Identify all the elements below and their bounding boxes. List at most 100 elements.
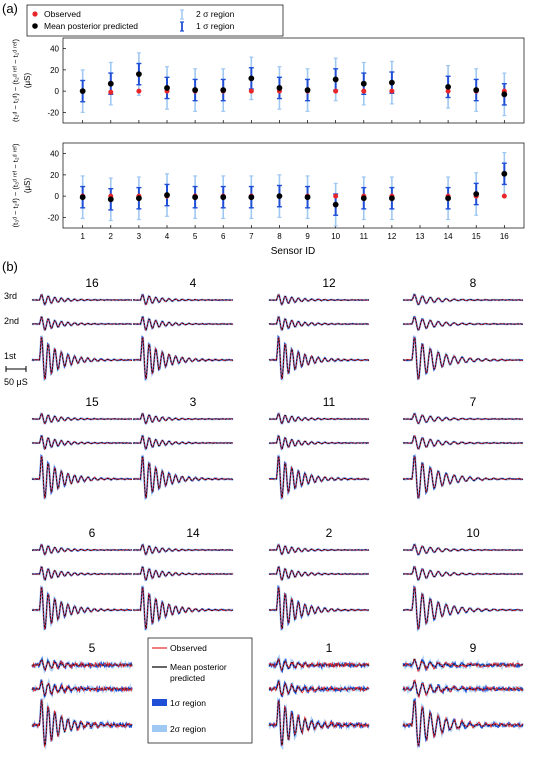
x-tick-label: 12	[387, 232, 396, 241]
mean-predicted-trace	[269, 436, 370, 450]
trace-label-1st: 1st	[4, 351, 17, 361]
x-tick-label: 5	[193, 232, 198, 241]
sensor-tile-label: 12	[322, 276, 336, 290]
x-tick-label: 13	[416, 232, 425, 241]
mean-predicted-trace	[403, 337, 524, 379]
sensor-tile-label: 4	[190, 276, 197, 290]
mean-point	[473, 191, 480, 197]
sensor-tile-label: 14	[186, 526, 200, 540]
sensor-tile-label: 2	[326, 526, 333, 540]
y-tick-label: 0	[55, 192, 60, 201]
plot-bottom-marks	[79, 151, 508, 227]
waveform-tile: 16	[31, 276, 133, 382]
mean-point	[332, 76, 339, 83]
sensor-tile-label: 11	[323, 395, 336, 409]
mean-point	[304, 87, 311, 93]
mean-predicted-trace	[269, 413, 369, 424]
mean-predicted-trace	[269, 456, 370, 498]
sensor-tile-label: 9	[470, 641, 477, 655]
legend-observed-marker	[32, 11, 38, 17]
mean-predicted-trace	[269, 337, 370, 379]
legend-b-two-sigma-swatch	[152, 725, 167, 732]
mean-predicted-trace	[32, 294, 132, 305]
mean-point	[220, 87, 227, 93]
mean-predicted-trace	[133, 544, 233, 555]
mean-point	[107, 196, 114, 203]
legend-b-two-sigma-label: 2σ region	[170, 724, 206, 734]
panel-a-legend-box	[26, 4, 284, 37]
observed-trace	[31, 699, 133, 748]
x-tick-label: 2	[109, 232, 114, 241]
mean-point	[276, 85, 283, 91]
mean-predicted-trace	[133, 456, 234, 498]
mean-predicted-trace	[403, 317, 524, 331]
mean-point	[388, 79, 395, 86]
legend-b-one-sigma-swatch	[152, 699, 167, 706]
observed-trace	[268, 700, 370, 746]
plot-bottom: (t₃ᵈ − t₂ᵈ) − (t₃ᵈ ʳᵉᶠ − t₂ᵈ ʳᵉᶠ) (μS) -…	[11, 142, 525, 257]
x-tick-label: 16	[500, 232, 509, 241]
observed-point	[361, 88, 367, 94]
mean-predicted-trace	[269, 544, 369, 555]
mean-point	[304, 194, 311, 201]
mean-predicted-trace	[403, 587, 524, 629]
y-tick-label: 0	[55, 87, 60, 96]
y-tick-label: 40	[50, 45, 59, 54]
mean-predicted-trace	[269, 294, 369, 305]
mean-predicted-trace	[133, 413, 233, 424]
mean-point	[164, 192, 170, 198]
observed-trace	[402, 679, 524, 699]
mean-predicted-trace	[32, 659, 132, 670]
mean-point	[276, 193, 283, 200]
plot-top: (t₂ᵈ − t₁ᵈ) − (t₂ᵈ ʳᵉᶠ − t₁ᵈ ʳᵉᶠ) (μS) -…	[11, 37, 525, 124]
mean-point	[192, 194, 199, 201]
y-tick-label: -20	[47, 108, 59, 117]
y-tick-label: 20	[50, 171, 59, 180]
mean-predicted-trace	[269, 587, 370, 629]
sensor-tile-label: 8	[470, 276, 477, 290]
mean-predicted-trace	[403, 567, 524, 581]
waveform-tile: 11	[268, 395, 370, 500]
observed-point	[389, 88, 395, 94]
legend-mean-label: Mean posterior predicted	[44, 21, 138, 31]
observed-trace	[268, 658, 370, 672]
plot-bottom-ylabel-line1: (t₃ᵈ − t₂ᵈ) − (t₃ᵈ ʳᵉᶠ − t₂ᵈ ʳᵉᶠ)	[11, 143, 20, 227]
mean-point	[220, 194, 227, 201]
mean-point	[388, 195, 395, 202]
legend-b-one-sigma-label: 1σ region	[170, 698, 206, 708]
mean-predicted-trace	[32, 317, 133, 331]
legend-b-observed-label: Observed	[170, 643, 207, 653]
waveform-tile: 12	[268, 276, 370, 381]
waveform-tile: 1	[267, 641, 371, 751]
plot-bottom-ylabel-line2: (μS)	[23, 178, 32, 194]
mean-point	[248, 75, 255, 82]
mean-predicted-trace	[32, 567, 133, 581]
legend-two-sigma-label: 2 σ region	[196, 9, 235, 19]
observed-point	[333, 88, 339, 94]
observed-point	[136, 88, 142, 94]
panel-a-legend: Observed Mean posterior predicted 2 σ re…	[26, 4, 284, 37]
y-tick-label: -20	[47, 213, 59, 222]
mean-predicted-trace	[403, 659, 523, 670]
observed-point	[248, 88, 254, 94]
sensor-tile-label: 1	[326, 641, 333, 655]
x-tick-label: 10	[331, 232, 340, 241]
trace-label-3rd: 3rd	[4, 291, 17, 301]
mean-predicted-trace	[32, 436, 133, 450]
waveform-tile: 3	[132, 395, 234, 501]
legend-b-mean-label-2: predicted	[170, 673, 205, 683]
panel-a-label: (a)	[2, 1, 18, 16]
x-tick-label: 15	[472, 232, 481, 241]
mean-point	[248, 194, 255, 201]
sensor-tile-label: 7	[470, 395, 477, 409]
sensor-tile-label: 15	[85, 395, 99, 409]
mean-point	[501, 170, 508, 177]
mean-point	[192, 87, 199, 93]
one-sigma-band	[402, 697, 524, 748]
mean-predicted-trace	[269, 681, 370, 696]
waveform-tile: 7	[402, 395, 524, 500]
waveform-tile: 5	[31, 641, 134, 751]
observed-point	[501, 193, 507, 199]
waveform-tile: 6	[31, 526, 133, 631]
